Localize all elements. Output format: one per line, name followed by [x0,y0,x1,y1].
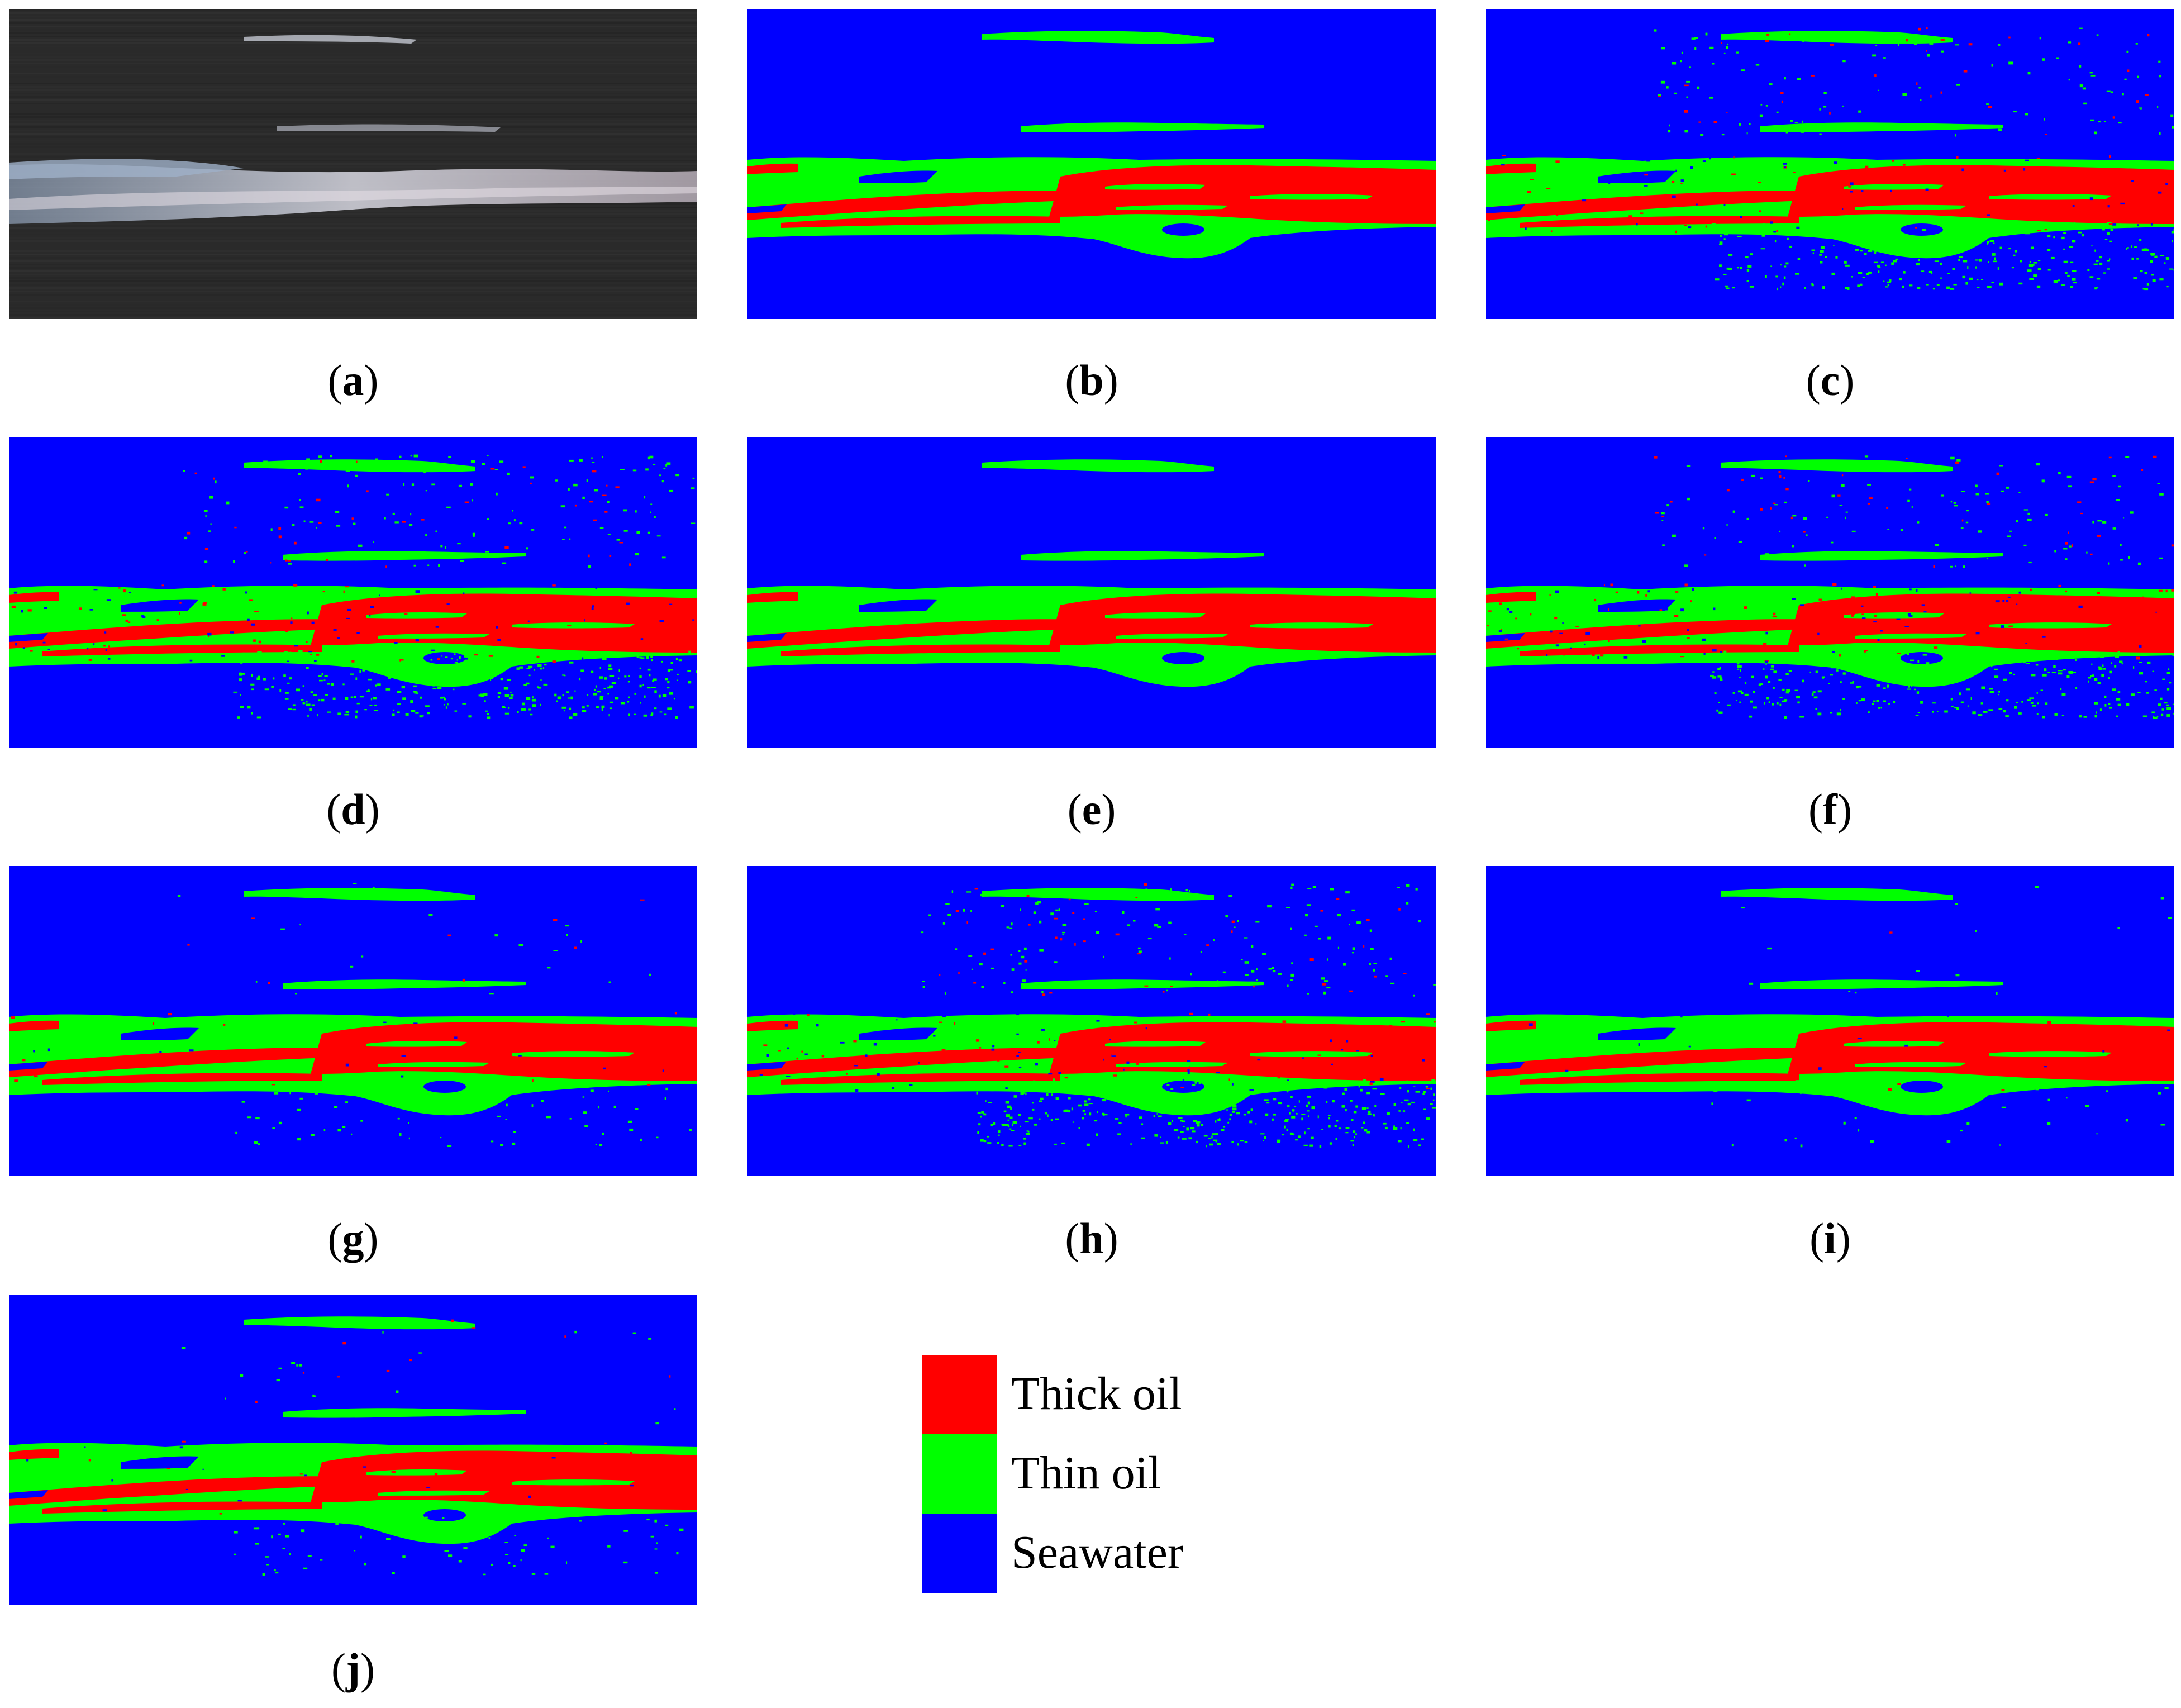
panel-h-classification-map [747,866,1436,1176]
panel-d-classification-map [9,437,697,748]
caption-b-letter: b [1079,356,1104,405]
classification-image [747,9,1436,319]
caption-f: (f) [1808,785,1852,834]
legend-swatch-thin-oil [922,1434,997,1514]
classification-image [9,437,697,748]
panel-j-classification-map [9,1295,697,1605]
panel-c-classification-map [1486,9,2174,319]
caption-b: (b) [1065,356,1118,405]
caption-d: (d) [326,785,380,834]
original-image [9,9,697,319]
classification-image [9,866,697,1176]
caption-a: (a) [327,356,379,405]
caption-i: (i) [1809,1214,1851,1263]
legend-swatch-thick-oil [922,1355,997,1434]
caption-g: (g) [327,1214,379,1263]
legend-label-thick-oil: Thick oil [1011,1368,1182,1420]
legend: Thick oil Thin oil Seawater [922,1355,1235,1593]
legend-label-seawater: Seawater [1011,1526,1183,1578]
legend-label-thin-oil: Thin oil [1011,1447,1161,1499]
classification-image [9,1295,697,1605]
legend-item-thick-oil: Thick oil [922,1355,1235,1434]
classification-image [747,866,1436,1176]
classification-image [1486,866,2174,1176]
legend-swatch-seawater [922,1514,997,1593]
panel-g-classification-map [9,866,697,1176]
classification-image [747,437,1436,748]
legend-item-thin-oil: Thin oil [922,1434,1235,1514]
panel-b-classification-map [747,9,1436,319]
caption-j-letter: j [346,1644,360,1693]
caption-h: (h) [1065,1214,1118,1263]
caption-e-letter: e [1082,785,1102,834]
caption-c-letter: c [1820,356,1840,405]
caption-i-letter: i [1824,1214,1836,1263]
legend-item-seawater: Seawater [922,1514,1235,1593]
panel-a-original-image [9,9,697,319]
panel-f-classification-map [1486,437,2174,748]
caption-d-letter: d [341,785,365,834]
caption-f-letter: f [1823,785,1837,834]
panel-e-classification-map [747,437,1436,748]
caption-h-letter: h [1079,1214,1104,1263]
panel-i-classification-map [1486,866,2174,1176]
caption-a-letter: a [342,356,364,405]
caption-e: (e) [1067,785,1116,834]
caption-g-letter: g [342,1214,364,1263]
classification-image [1486,9,2174,319]
caption-j: (j) [331,1644,375,1693]
caption-c: (c) [1806,356,1855,405]
classification-image [1486,437,2174,748]
